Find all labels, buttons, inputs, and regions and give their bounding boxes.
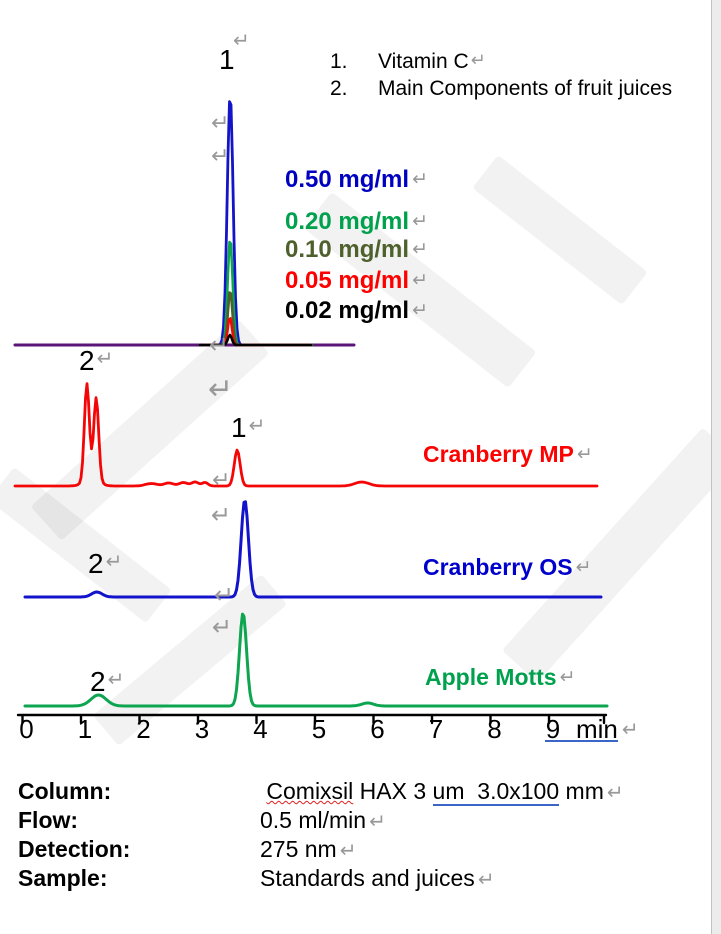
legend-item: 2. Main Components of fruit juices — [330, 77, 672, 101]
return-mark-icon: ↵ — [412, 238, 428, 260]
legend-item-number: 2. — [330, 77, 348, 100]
standard-concentration-label: 0.10 mg/ml ↵ — [285, 236, 428, 264]
detail-label: Column: — [18, 778, 112, 804]
detail-value-part: Standards and juices — [260, 865, 475, 891]
return-mark-icon: ↵ — [470, 50, 486, 71]
motts-components-annotation: 2 ↵ — [90, 666, 124, 698]
axis-unit-text: min — [576, 714, 618, 744]
return-mark-icon: ↵ — [233, 28, 250, 52]
trace-name-text: Cranberry OS — [423, 554, 573, 580]
trace-name-text: Cranberry MP — [423, 441, 574, 467]
concentration-text: 0.05 mg/ml — [285, 267, 410, 294]
return-mark-icon: ↵ — [576, 443, 593, 465]
annotation-text: 2 — [88, 548, 104, 579]
detail-value-part: Comixsil — [266, 778, 354, 804]
standard-concentration-label: 0.02 mg/ml ↵ — [285, 297, 428, 325]
detail-value-part: mm — [559, 778, 604, 804]
detail-value: Standards and juices ↵ — [260, 865, 495, 892]
legend-item: 1. Vitamin C ↵ — [330, 50, 672, 74]
return-mark-icon: ↵ — [412, 168, 428, 190]
return-mark-icon: ↵ — [212, 468, 231, 493]
standards-peak-annotation: 1 — [219, 44, 235, 75]
concentration-text: 0.20 mg/ml — [285, 208, 410, 235]
return-mark-icon: ↵ — [621, 717, 639, 741]
mp-peak-annotation: 1 ↵ — [231, 412, 265, 444]
time-axis — [16, 713, 608, 725]
return-mark-icon: ↵ — [575, 556, 592, 578]
trace-cranberry-mp — [13, 382, 599, 488]
trace-name-label: Cranberry MP ↵ — [423, 441, 593, 468]
trace-name-label: Apple Motts ↵ — [425, 664, 576, 691]
detail-label: Detection: — [18, 836, 131, 862]
axis-tick-label: 2 — [136, 714, 151, 744]
return-mark-icon: ↵ — [105, 549, 123, 573]
standard-concentration-label: 0.20 mg/ml ↵ — [285, 208, 428, 236]
return-mark-icon: ↵ — [559, 666, 576, 688]
axis-unit-label: min ↵ — [576, 714, 639, 745]
return-mark-icon: ↵ — [339, 838, 357, 862]
trace-apple-motts — [23, 612, 609, 708]
legend-item-label: Vitamin C — [378, 50, 469, 73]
trace-standards-overlay — [198, 333, 313, 347]
return-mark-icon: ↵ — [209, 331, 230, 359]
axis-tick-label: 5 — [311, 714, 327, 744]
legend-item-label: Main Components of fruit juices — [378, 77, 673, 100]
detail-value: Comixsil HAX 3 um 3.0x100 mm ↵ — [260, 778, 624, 806]
legend-item-number: 1. — [330, 50, 348, 73]
axis-tick-label: 9 — [545, 714, 561, 744]
concentration-text: 0.10 mg/ml — [285, 236, 410, 263]
page-edge — [711, 0, 721, 934]
standard-concentration-label: 0.50 mg/ml ↵ — [285, 166, 428, 194]
detail-label: Flow: — [18, 807, 79, 833]
detail-value-part: 0.5 ml/min — [260, 807, 367, 833]
detail-value: 275 nm ↵ — [260, 836, 356, 863]
trace-name-text: Apple Motts — [425, 664, 557, 690]
detail-value-part: HAX 3 — [353, 778, 433, 804]
concentration-text: 0.02 mg/ml — [285, 297, 410, 324]
annotation-text: 2 — [79, 345, 95, 376]
standard-concentration-label: 0.05 mg/ml ↵ — [285, 267, 428, 295]
return-mark-icon: ↵ — [412, 269, 428, 291]
return-mark-icon: ↵ — [107, 667, 125, 691]
return-mark-icon: ↵ — [211, 111, 230, 136]
return-mark-icon: ↵ — [211, 501, 232, 529]
os-components-annotation: 2 ↵ — [88, 548, 122, 580]
legend-list: 1. Vitamin C ↵ 2. Main Components of fruit j… — [330, 50, 672, 104]
return-mark-icon: ↵ — [211, 144, 230, 169]
return-mark-icon: ↵ — [208, 372, 234, 407]
axis-tick-label: 7 — [428, 714, 444, 744]
return-mark-icon: ↵ — [369, 809, 386, 833]
axis-tick-label: 1 — [77, 714, 93, 744]
return-mark-icon: ↵ — [212, 613, 233, 641]
return-mark-icon: ↵ — [412, 299, 428, 321]
return-mark-icon: ↵ — [477, 867, 495, 891]
detail-value: 0.5 ml/min ↵ — [260, 807, 386, 834]
annotation-text: 2 — [90, 666, 106, 697]
return-mark-icon: ↵ — [412, 210, 428, 232]
axis-tick-label: 8 — [487, 714, 502, 744]
return-mark-icon: ↵ — [606, 780, 624, 804]
annotation-text: 1 — [231, 412, 247, 443]
standards-components-annotation: 2 ↵ — [79, 345, 113, 377]
return-mark-icon: ↵ — [248, 413, 266, 437]
trace-name-label: Cranberry OS ↵ — [423, 554, 591, 581]
detail-value-part: um 3.0x100 — [432, 778, 560, 806]
return-mark-icon: ↵ — [96, 346, 114, 370]
axis-tick-label: 3 — [194, 714, 210, 744]
concentration-text: 0.50 mg/ml — [285, 166, 410, 193]
detail-label: Sample: — [18, 865, 108, 891]
detail-value-part: 275 nm — [260, 836, 337, 862]
axis-tick-label: 0 — [19, 714, 34, 744]
trace-cranberry-os — [23, 500, 603, 599]
axis-tick-label: 4 — [253, 714, 268, 744]
axis-tick-label: 6 — [370, 714, 385, 744]
return-mark-icon: ↵ — [214, 581, 235, 609]
underline-mark — [545, 740, 618, 742]
